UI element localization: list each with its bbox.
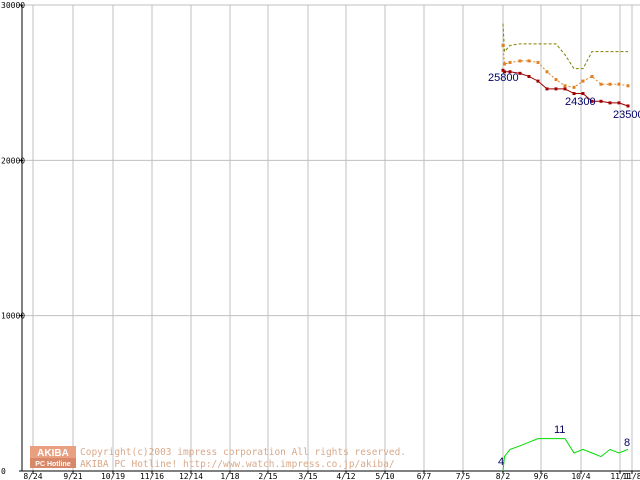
x-tick-label: 2/15 [258, 472, 277, 480]
data-label: 8 [624, 437, 630, 449]
series-point [527, 74, 531, 78]
annotations: 25800 24300 23500 4 11 8 [488, 72, 640, 468]
x-tick-label: 10/4 [571, 472, 590, 480]
x-tick-label: 11/1 [610, 472, 629, 480]
x-tick-label: 12/14 [179, 472, 203, 480]
series-point [518, 59, 522, 63]
series-point [626, 84, 630, 88]
x-tick-label: 5/10 [375, 472, 394, 480]
series-point [626, 104, 630, 108]
series-point [563, 87, 567, 91]
series-line [502, 23, 628, 70]
grid [22, 4, 640, 471]
series-point [608, 82, 612, 86]
x-tick-label: 3/15 [298, 472, 317, 480]
x-tick-label: 11/8 [622, 472, 640, 480]
series-point [608, 101, 612, 105]
series-point [503, 70, 506, 74]
series-point [508, 60, 512, 64]
series-point [501, 43, 505, 47]
y-tick-label: 30000 [1, 1, 25, 10]
series-point [581, 92, 585, 96]
series-point [617, 82, 621, 86]
series [501, 23, 630, 472]
x-tick-label: 6/7 [417, 472, 432, 480]
series-line [502, 45, 629, 88]
logo-top-text: AKIBA [37, 448, 69, 459]
x-tick-label: 11/16 [140, 472, 164, 480]
series-point [536, 60, 540, 64]
series-point [590, 99, 594, 103]
x-tick-label: 10/19 [101, 472, 125, 480]
x-tick-label: 4/12 [336, 472, 355, 480]
x-tick-label: 9/6 [534, 472, 549, 480]
x-tick-labels: 8/24 9/21 10/19 11/16 12/14 1/18 2/15 3/15 4/12 5… [23, 471, 640, 480]
akiba-logo: AKIBA PC Hotline [30, 446, 76, 468]
data-label: 11 [554, 424, 565, 436]
series-point [590, 74, 594, 78]
copyright-text: Copyright(c)2003 impress corporation All… [80, 447, 406, 458]
series-point [503, 62, 506, 66]
series-point [527, 59, 531, 63]
series-point [617, 101, 621, 105]
series-point [572, 92, 576, 96]
y-tick-labels: 0 10000 20000 30000 [1, 1, 25, 476]
series-line [502, 69, 629, 107]
x-tick-label: 8/24 [23, 472, 42, 480]
series-point [554, 87, 558, 91]
y-tick-label: 0 [1, 467, 6, 476]
series-point [572, 85, 576, 89]
data-label: 4 [498, 456, 504, 468]
watermark: AKIBA PC Hotline Copyright(c)2003 impres… [30, 446, 406, 470]
logo-bottom-text: PC Hotline [35, 461, 70, 468]
series-point [508, 70, 512, 74]
data-label: 25800 [488, 72, 519, 84]
series-point [581, 79, 585, 83]
series-point [554, 78, 558, 82]
x-tick-label: 1/18 [220, 472, 239, 480]
axes [21, 5, 640, 472]
series-point [599, 99, 603, 103]
x-tick-label: 7/5 [456, 472, 471, 480]
series-point [545, 87, 549, 91]
series-point [518, 71, 522, 75]
x-tick-label: 8/2 [496, 472, 511, 480]
series-point [563, 84, 567, 88]
series-point [599, 82, 603, 86]
hotline-url-text: AKIBA PC Hotline! http://www.watch.impre… [80, 459, 395, 470]
series-point [536, 79, 540, 83]
series-point [545, 70, 549, 74]
y-tick-label: 20000 [1, 156, 25, 165]
data-label: 23500 [613, 109, 640, 121]
series-point [501, 68, 505, 72]
series-line [502, 438, 629, 472]
y-tick-label: 10000 [1, 312, 25, 321]
x-tick-label: 9/21 [63, 472, 82, 480]
data-label: 24300 [565, 96, 596, 108]
